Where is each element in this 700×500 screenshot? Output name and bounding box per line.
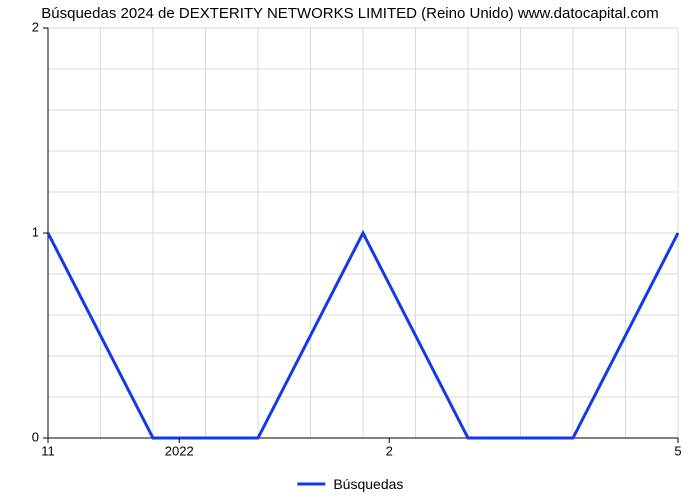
y-tick-label: 1 <box>32 224 39 239</box>
chart-title: Búsquedas 2024 de DEXTERITY NETWORKS LIM… <box>41 5 658 22</box>
y-tick-label: 0 <box>32 429 39 444</box>
legend-label: Búsquedas <box>333 476 403 492</box>
y-tick-label: 2 <box>32 19 39 34</box>
x-tick-label: 2 <box>386 444 393 459</box>
x-tick-label: 5 <box>674 444 681 459</box>
x-tick-label: 2022 <box>165 444 194 459</box>
line-chart: 0 1 2 11 2022 2 5 Búsquedas 2024 de DEXTERITY N… <box>0 0 700 500</box>
chart-container: 0 1 2 11 2022 2 5 Búsquedas 2024 de DEXTERITY N… <box>0 0 700 500</box>
x-tick-label: 11 <box>41 444 55 459</box>
